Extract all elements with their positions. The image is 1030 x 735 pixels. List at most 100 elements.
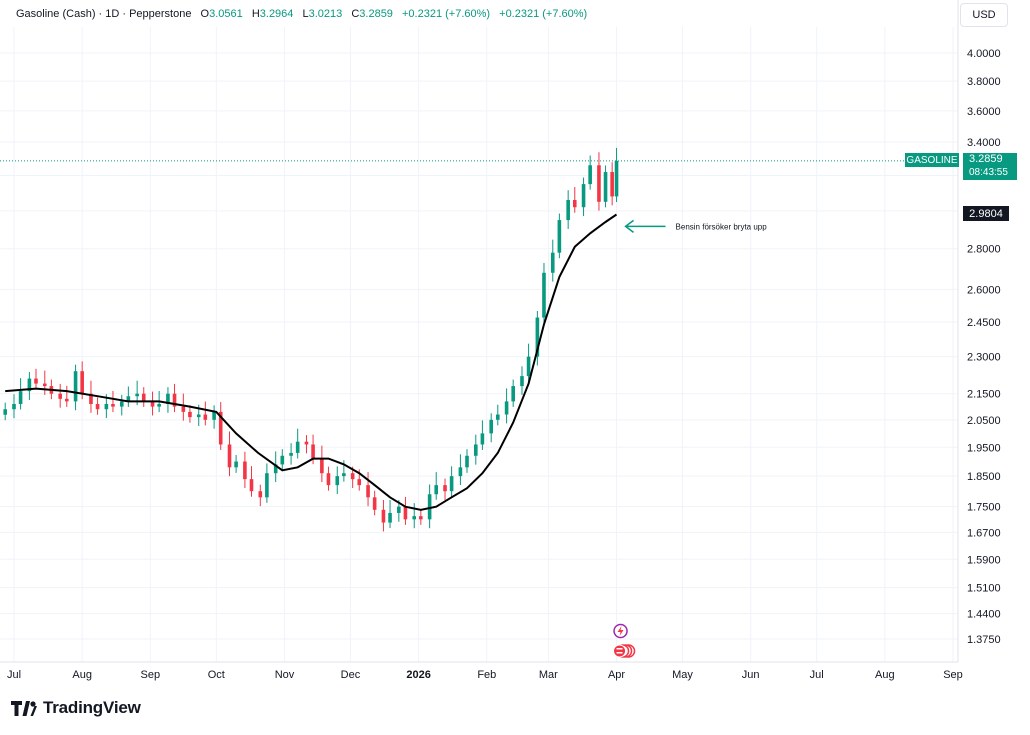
candle-body	[350, 473, 355, 480]
chart-header: Gasoline (Cash) · 1D · Pepperstone O3.05…	[16, 8, 587, 20]
candle-body	[504, 401, 509, 415]
annotation-text: Bensin försöker bryta upp	[676, 222, 768, 231]
candle-body	[311, 444, 315, 459]
candle-body	[581, 184, 586, 208]
candle-body	[64, 398, 69, 402]
y-tick-label: 4.0000	[967, 48, 1001, 60]
candle-body	[126, 396, 131, 402]
close-label: C	[351, 8, 360, 20]
candle-body	[89, 393, 93, 404]
x-tick-label: Apr	[608, 669, 625, 681]
candle-body	[520, 376, 524, 387]
candle-body	[397, 506, 401, 513]
candle-body	[188, 411, 192, 418]
candle-body	[304, 441, 309, 445]
high-value: 3.2964	[259, 8, 294, 20]
candle-body	[342, 473, 346, 477]
y-tick-label: 1.8500	[967, 471, 1001, 483]
candle-body	[419, 516, 423, 520]
y-tick-label: 2.0500	[967, 415, 1001, 427]
symbol-title: Gasoline (Cash) · 1D · Pepperstone	[16, 8, 192, 20]
change-value-2: +0.2321 (+7.60%)	[499, 8, 588, 20]
candle-body	[181, 406, 186, 412]
y-tick-label: 3.6000	[967, 106, 1001, 118]
candle-body	[320, 458, 324, 474]
x-tick-label: 2026	[406, 669, 430, 681]
bar-countdown: 08:43:55	[969, 167, 1008, 178]
x-tick-label: Aug	[72, 669, 92, 681]
candle-body	[511, 386, 515, 402]
candle-body	[289, 452, 293, 456]
x-tick-label: Aug	[875, 669, 895, 681]
candle-body	[34, 378, 38, 384]
last-price-value: 3.2859	[969, 153, 1003, 165]
candle-body	[73, 371, 78, 402]
candle-body	[366, 485, 370, 498]
open-value: 3.0561	[209, 8, 243, 20]
candle-body	[135, 393, 139, 397]
candle-body	[119, 401, 124, 407]
candle-body	[542, 272, 546, 318]
y-tick-label: 2.6000	[967, 284, 1001, 296]
y-tick-label: 1.3750	[967, 634, 1001, 646]
y-tick-label: 1.5900	[967, 554, 1001, 566]
candle-body	[427, 494, 432, 520]
candle-body	[203, 414, 208, 420]
candle-body	[489, 419, 493, 434]
candle-body	[273, 464, 278, 474]
candle-body	[372, 497, 377, 510]
low-value: 3.0213	[308, 8, 343, 20]
candle-body	[104, 403, 109, 410]
candle-body	[218, 411, 223, 445]
candle-body	[326, 473, 331, 486]
tradingview-wordmark: TradingView	[43, 698, 141, 717]
y-tick-label: 1.4400	[967, 609, 1001, 621]
y-tick-label: 2.3000	[967, 352, 1001, 364]
candle-body	[12, 403, 16, 410]
candle-body	[141, 393, 146, 402]
candle-body	[234, 461, 238, 468]
candle-body	[227, 444, 232, 468]
high-label: H	[251, 8, 260, 20]
candle-body	[357, 479, 362, 486]
candle-body	[557, 220, 562, 253]
y-tick-label: 2.1500	[967, 389, 1001, 401]
candle-body	[388, 512, 392, 523]
currency-button[interactable]: USD	[960, 3, 1008, 27]
economic-event-icon[interactable]	[613, 644, 636, 658]
y-tick-label: 1.9500	[967, 442, 1001, 454]
candle-body	[550, 252, 555, 273]
tradingview-logo-icon	[11, 700, 37, 716]
candle-body	[403, 506, 408, 520]
candle-body	[157, 403, 161, 407]
x-tick-label: Jul	[7, 669, 21, 681]
candle-body	[42, 383, 47, 387]
candle-body	[449, 476, 454, 492]
x-tick-label: Oct	[208, 669, 225, 681]
symbol-price-tag: GASOLINE	[905, 153, 959, 167]
candle-body	[434, 485, 439, 495]
moving-average-line	[5, 213, 618, 511]
change-value: +0.2321 (+7.60%)	[402, 8, 491, 20]
candle-body	[610, 172, 614, 197]
candle-body	[597, 165, 601, 202]
close-value: 3.2859	[359, 8, 393, 20]
tradingview-logo[interactable]: TradingView	[11, 698, 141, 718]
candle-body	[495, 414, 500, 420]
candle-body	[480, 433, 485, 445]
y-tick-label: 3.8000	[967, 76, 1001, 88]
candle-body	[249, 479, 254, 492]
candle-body	[243, 461, 247, 480]
y-tick-label: 1.7500	[967, 502, 1001, 514]
earnings-event-icon[interactable]	[613, 623, 628, 639]
candle-body	[280, 455, 285, 465]
moving-average-tag: 2.9804	[963, 206, 1009, 221]
candle-body	[295, 441, 300, 453]
x-tick-label: May	[672, 669, 693, 681]
open-label: O	[200, 8, 210, 20]
last-price-tag: 3.2859 08:43:55	[963, 153, 1017, 180]
candle-body	[80, 371, 84, 394]
x-tick-label: Sep	[943, 669, 963, 681]
candle-body	[474, 444, 478, 456]
